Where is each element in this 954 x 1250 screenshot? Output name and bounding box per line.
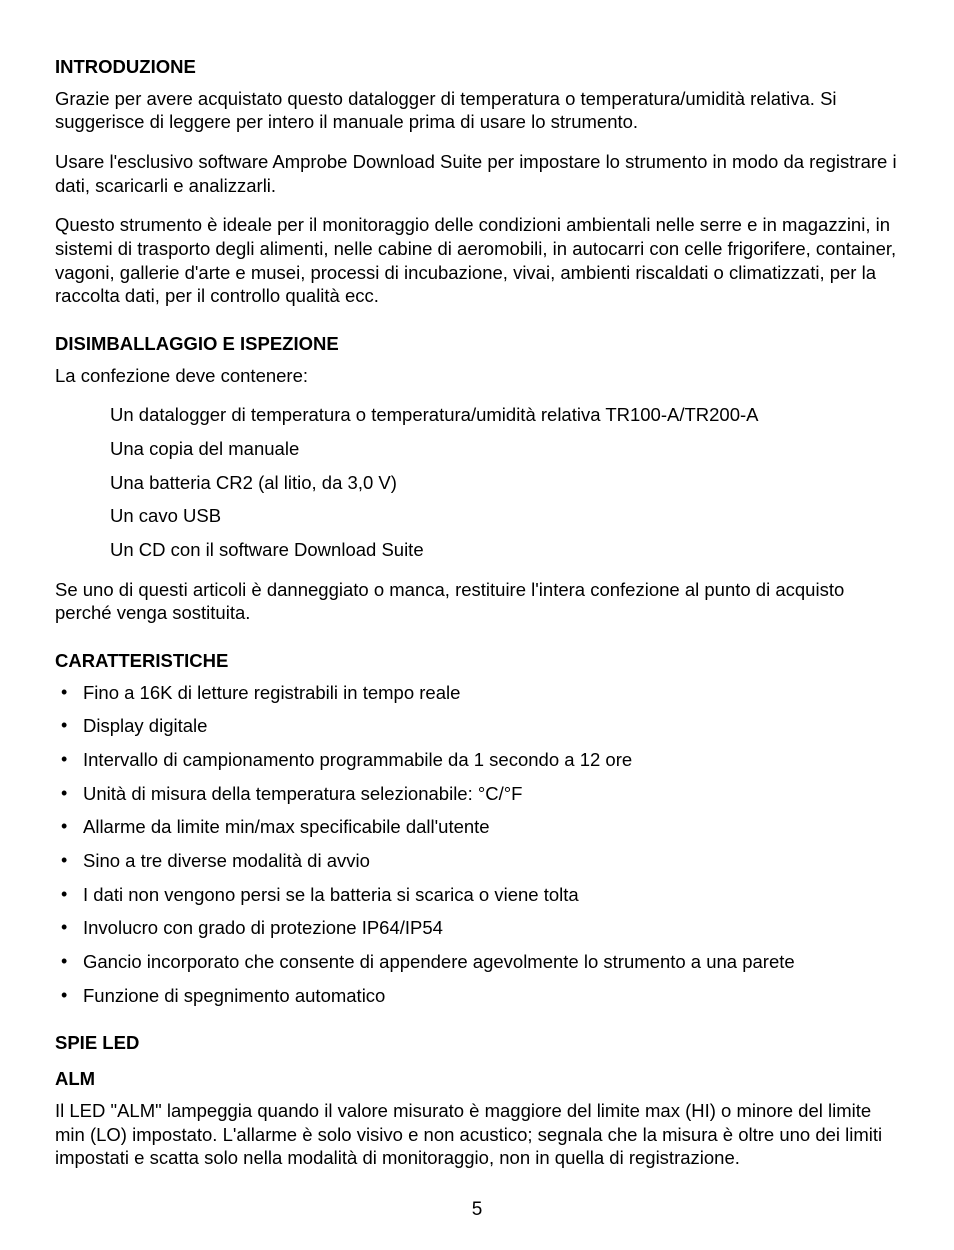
led-heading: SPIE LED xyxy=(55,1031,899,1055)
intro-paragraph-3: Questo strumento è ideale per il monitor… xyxy=(55,213,899,308)
features-list: Fino a 16K di letture registrabili in te… xyxy=(55,681,899,1008)
feature-item: Gancio incorporato che consente di appen… xyxy=(55,950,899,974)
feature-item: I dati non vengono persi se la batteria … xyxy=(55,883,899,907)
unpack-item: Una copia del manuale xyxy=(110,437,899,461)
alm-text: Il LED "ALM" lampeggia quando il valore … xyxy=(55,1099,899,1170)
intro-heading: INTRODUZIONE xyxy=(55,55,899,79)
unpack-item: Un CD con il software Download Suite xyxy=(110,538,899,562)
intro-paragraph-1: Grazie per avere acquistato questo datal… xyxy=(55,87,899,134)
alm-heading: ALM xyxy=(55,1067,899,1091)
page-number: 5 xyxy=(0,1198,954,1222)
feature-item: Display digitale xyxy=(55,714,899,738)
feature-item: Funzione di spegnimento automatico xyxy=(55,984,899,1008)
intro-paragraph-2: Usare l'esclusivo software Amprobe Downl… xyxy=(55,150,899,197)
feature-item: Allarme da limite min/max specificabile … xyxy=(55,815,899,839)
unpack-intro: La confezione deve contenere: xyxy=(55,364,899,388)
unpack-item: Una batteria CR2 (al litio, da 3,0 V) xyxy=(110,471,899,495)
unpack-item: Un cavo USB xyxy=(110,504,899,528)
unpack-closing: Se uno di questi articoli è danneggiato … xyxy=(55,578,899,625)
feature-item: Fino a 16K di letture registrabili in te… xyxy=(55,681,899,705)
feature-item: Sino a tre diverse modalità di avvio xyxy=(55,849,899,873)
feature-item: Intervallo di campionamento programmabil… xyxy=(55,748,899,772)
unpack-heading: DISIMBALLAGGIO E ISPEZIONE xyxy=(55,332,899,356)
unpack-item: Un datalogger di temperatura o temperatu… xyxy=(110,403,899,427)
features-heading: CARATTERISTICHE xyxy=(55,649,899,673)
unpack-items-list: Un datalogger di temperatura o temperatu… xyxy=(55,403,899,561)
feature-item: Unità di misura della temperatura selezi… xyxy=(55,782,899,806)
document-page: INTRODUZIONE Grazie per avere acquistato… xyxy=(0,0,954,1250)
feature-item: Involucro con grado di protezione IP64/I… xyxy=(55,916,899,940)
